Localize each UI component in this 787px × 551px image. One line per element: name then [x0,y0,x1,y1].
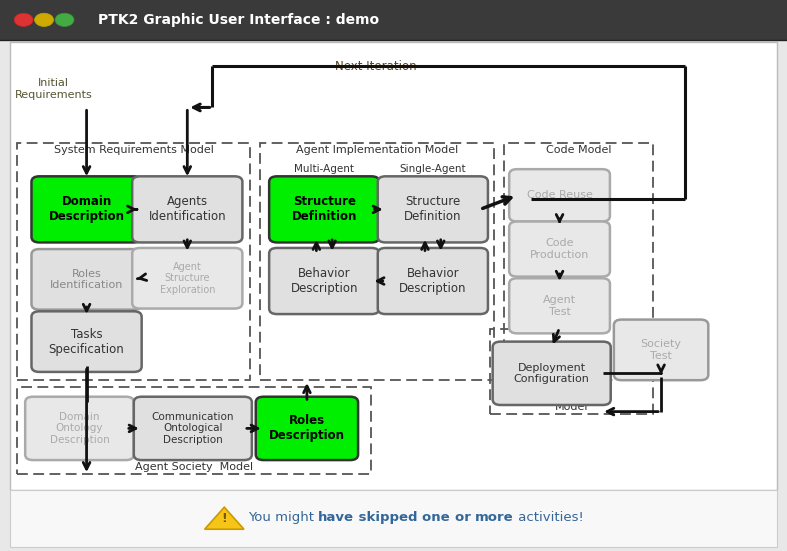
Text: Communication
Ontological
Description: Communication Ontological Description [152,412,234,445]
Text: Structure
Definition: Structure Definition [404,196,462,223]
Circle shape [55,13,74,26]
Circle shape [35,13,54,26]
Text: Behavior
Description: Behavior Description [399,267,467,295]
Text: Domain
Description: Domain Description [49,196,124,223]
FancyBboxPatch shape [614,320,708,380]
FancyBboxPatch shape [31,311,142,372]
Text: Code Model: Code Model [545,145,611,155]
FancyBboxPatch shape [256,397,358,460]
Text: Code
Production: Code Production [530,238,589,260]
Bar [17,143,250,380]
Text: or: or [455,511,475,523]
Bar [0,0,787,40]
Text: PTK2 Graphic User Interface : demo: PTK2 Graphic User Interface : demo [98,13,379,27]
FancyBboxPatch shape [132,176,242,242]
Bar [17,387,371,474]
Text: Roles
Identification: Roles Identification [50,268,124,290]
FancyBboxPatch shape [378,248,488,314]
Text: Deployment
Configuration: Deployment Configuration [514,363,589,384]
Text: Agent Implementation Model: Agent Implementation Model [296,145,458,155]
FancyBboxPatch shape [25,397,134,460]
FancyBboxPatch shape [134,397,252,460]
Bar [260,143,494,380]
Text: You might: You might [248,511,318,523]
FancyBboxPatch shape [493,342,611,405]
FancyBboxPatch shape [31,176,142,242]
Text: Initial
Requirements: Initial Requirements [15,78,92,100]
Bar [10,42,777,490]
Text: Agent Society  Model: Agent Society Model [135,462,253,472]
Text: System Requirements Model: System Requirements Model [54,145,214,155]
Text: activities!: activities! [514,511,583,523]
Text: Tasks
Specification: Tasks Specification [49,328,124,355]
Text: Agent
Test: Agent Test [543,295,576,317]
Circle shape [14,13,33,26]
Text: Agents
Identification: Agents Identification [149,196,226,223]
FancyBboxPatch shape [509,278,610,333]
Text: Agent
Structure
Exploration: Agent Structure Exploration [160,262,215,295]
Text: Domain
Ontology
Description: Domain Ontology Description [50,412,109,445]
FancyBboxPatch shape [269,248,379,314]
Bar [10,490,777,548]
FancyBboxPatch shape [509,222,610,277]
Text: Code Reuse: Code Reuse [527,190,593,201]
Text: Next Iteration: Next Iteration [335,60,417,73]
Text: skipped: skipped [354,511,423,523]
Polygon shape [205,507,244,529]
Text: !: ! [221,512,227,525]
FancyBboxPatch shape [378,176,488,242]
Text: Structure
Definition: Structure Definition [291,196,357,223]
Text: Multi-Agent: Multi-Agent [294,164,354,174]
Text: Behavior
Description: Behavior Description [290,267,358,295]
Text: have: have [318,511,354,523]
Bar [504,143,653,380]
FancyBboxPatch shape [269,176,379,242]
Bar [490,329,653,414]
FancyBboxPatch shape [509,169,610,222]
Text: Deployment
Model: Deployment Model [538,390,605,412]
Text: more: more [475,511,514,523]
Text: Roles
Description: Roles Description [269,414,345,442]
Text: one: one [423,511,455,523]
FancyBboxPatch shape [31,249,142,310]
FancyBboxPatch shape [132,248,242,309]
Text: Single-Agent: Single-Agent [400,164,466,174]
Text: Society
Test: Society Test [641,339,682,361]
